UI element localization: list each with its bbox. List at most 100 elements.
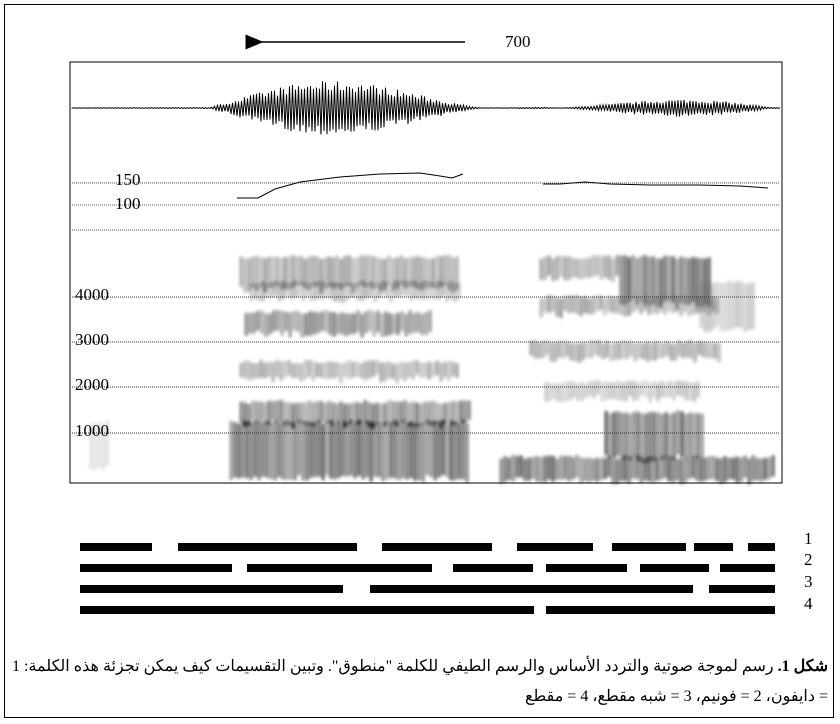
- spectrogram-band: [452, 257, 454, 292]
- spectrogram-band: [674, 344, 676, 361]
- spectrogram-band: [697, 413, 699, 458]
- spectrogram-band: [357, 310, 359, 332]
- spectrogram-band: [358, 282, 360, 301]
- spectrogram-band: [666, 341, 668, 356]
- spectrogram-band: [617, 381, 619, 401]
- spectrogram-band: [422, 423, 424, 483]
- spectrogram-band: [577, 383, 579, 401]
- spectrogram-band: [420, 257, 422, 290]
- spectrogram-band: [324, 362, 326, 378]
- spectrogram-band: [657, 383, 659, 401]
- spectrogram-band: [736, 457, 738, 483]
- spectrogram-band: [612, 297, 614, 313]
- spectrogram-band: [420, 363, 422, 378]
- spectrogram-band: [384, 403, 386, 426]
- spectrogram-band: [688, 458, 690, 479]
- spectrogram-band: [276, 257, 278, 287]
- spectrogram-band: [620, 459, 622, 481]
- spectrogram-band: [744, 284, 746, 333]
- spectrogram-band: [364, 400, 366, 423]
- spectrogram-band: [280, 362, 282, 381]
- spectrogram-band: [590, 340, 592, 358]
- spectrogram-band: [568, 296, 570, 313]
- spectrogram-band: [298, 282, 300, 297]
- spectrogram-band: [566, 342, 568, 357]
- figure: 700 150 100 4000 3000 2000 1000 1 2 3 4: [0, 0, 840, 724]
- spectrogram-band: [333, 312, 335, 337]
- spectrogram-band: [313, 312, 315, 335]
- spectrogram-band: [568, 256, 570, 280]
- spectrogram-band: [250, 422, 252, 480]
- spectrogram-band: [544, 298, 546, 313]
- spectrogram-band: [269, 313, 271, 334]
- spectrogram-band: [446, 423, 448, 477]
- spectrogram-band: [314, 422, 316, 477]
- spectrogram-band: [697, 382, 699, 398]
- spectrogram-band: [428, 362, 430, 380]
- spectrogram-band: [645, 413, 647, 463]
- spectrogram-band: [396, 402, 398, 427]
- spectrogram-band: [408, 362, 410, 377]
- segment-bar: [612, 543, 686, 551]
- spectrogram-band: [464, 401, 466, 423]
- spectrogram-band: [592, 459, 594, 481]
- spectrogram-band: [338, 421, 340, 478]
- spectrogram-band: [545, 382, 547, 402]
- spectrogram-band: [693, 383, 695, 402]
- spectrogram-band: [432, 363, 434, 377]
- spectrogram-band: [342, 421, 344, 476]
- spectrogram-band: [377, 311, 379, 333]
- spectrogram-band: [621, 383, 623, 401]
- spectrogram-band: [274, 421, 276, 480]
- spectrogram-band: [402, 280, 404, 295]
- spectrogram-band: [534, 340, 536, 358]
- spectrogram-band: [392, 401, 394, 424]
- spectrogram-band: [345, 313, 347, 336]
- spectrogram-band: [657, 412, 659, 457]
- spectrogram-band: [340, 401, 342, 420]
- spectrogram-band: [456, 257, 458, 290]
- spectrogram-band: [732, 282, 734, 329]
- spectrogram-band: [752, 455, 754, 481]
- spectrogram-band: [278, 282, 280, 302]
- spectrogram-band: [257, 311, 259, 331]
- spectrogram-band: [276, 401, 278, 423]
- spectrogram-band: [354, 284, 356, 299]
- spectrogram-band: [552, 456, 554, 482]
- spectrogram-band: [632, 456, 634, 479]
- spectrogram-band: [693, 413, 695, 458]
- spectrogram-band: [332, 362, 334, 378]
- spectrogram-band: [418, 424, 420, 480]
- segmentation-label: 4: [804, 594, 813, 613]
- spectrogram-band: [584, 258, 586, 277]
- spectrogram-band: [389, 313, 391, 335]
- spectrogram-band: [309, 311, 311, 336]
- spectrogram-band: [756, 458, 758, 480]
- spectrogram-band: [684, 258, 686, 305]
- spectrogram-band: [732, 458, 734, 480]
- spectrogram-band: [369, 310, 371, 331]
- spectrogram-band: [584, 296, 586, 313]
- spectrogram-band: [388, 361, 390, 378]
- spectrogram-band: [256, 363, 258, 378]
- spectrogram-band: [346, 283, 348, 300]
- spectrogram-band: [434, 421, 436, 480]
- spectrogram-band: [244, 403, 246, 427]
- spectrogram-band: [520, 456, 522, 478]
- spectrogram-band: [772, 455, 774, 476]
- spectrogram-band: [548, 456, 550, 480]
- spectrogram-band: [685, 414, 687, 459]
- segment-bar: [517, 543, 593, 551]
- spectrogram-band: [612, 259, 614, 282]
- spectrogram-band: [608, 296, 610, 312]
- spectrogram-band: [248, 361, 250, 380]
- spectrogram-band: [336, 404, 338, 424]
- spectrogram-band: [262, 422, 264, 476]
- spectrogram-band: [392, 364, 394, 379]
- frequency-label: 4000: [75, 285, 109, 304]
- spectrogram-band: [258, 421, 260, 479]
- spectrogram-band: [554, 343, 556, 362]
- spectrogram-band: [670, 344, 672, 361]
- pitch-panel: 150 100: [72, 170, 780, 230]
- spectrogram-band: [266, 284, 268, 298]
